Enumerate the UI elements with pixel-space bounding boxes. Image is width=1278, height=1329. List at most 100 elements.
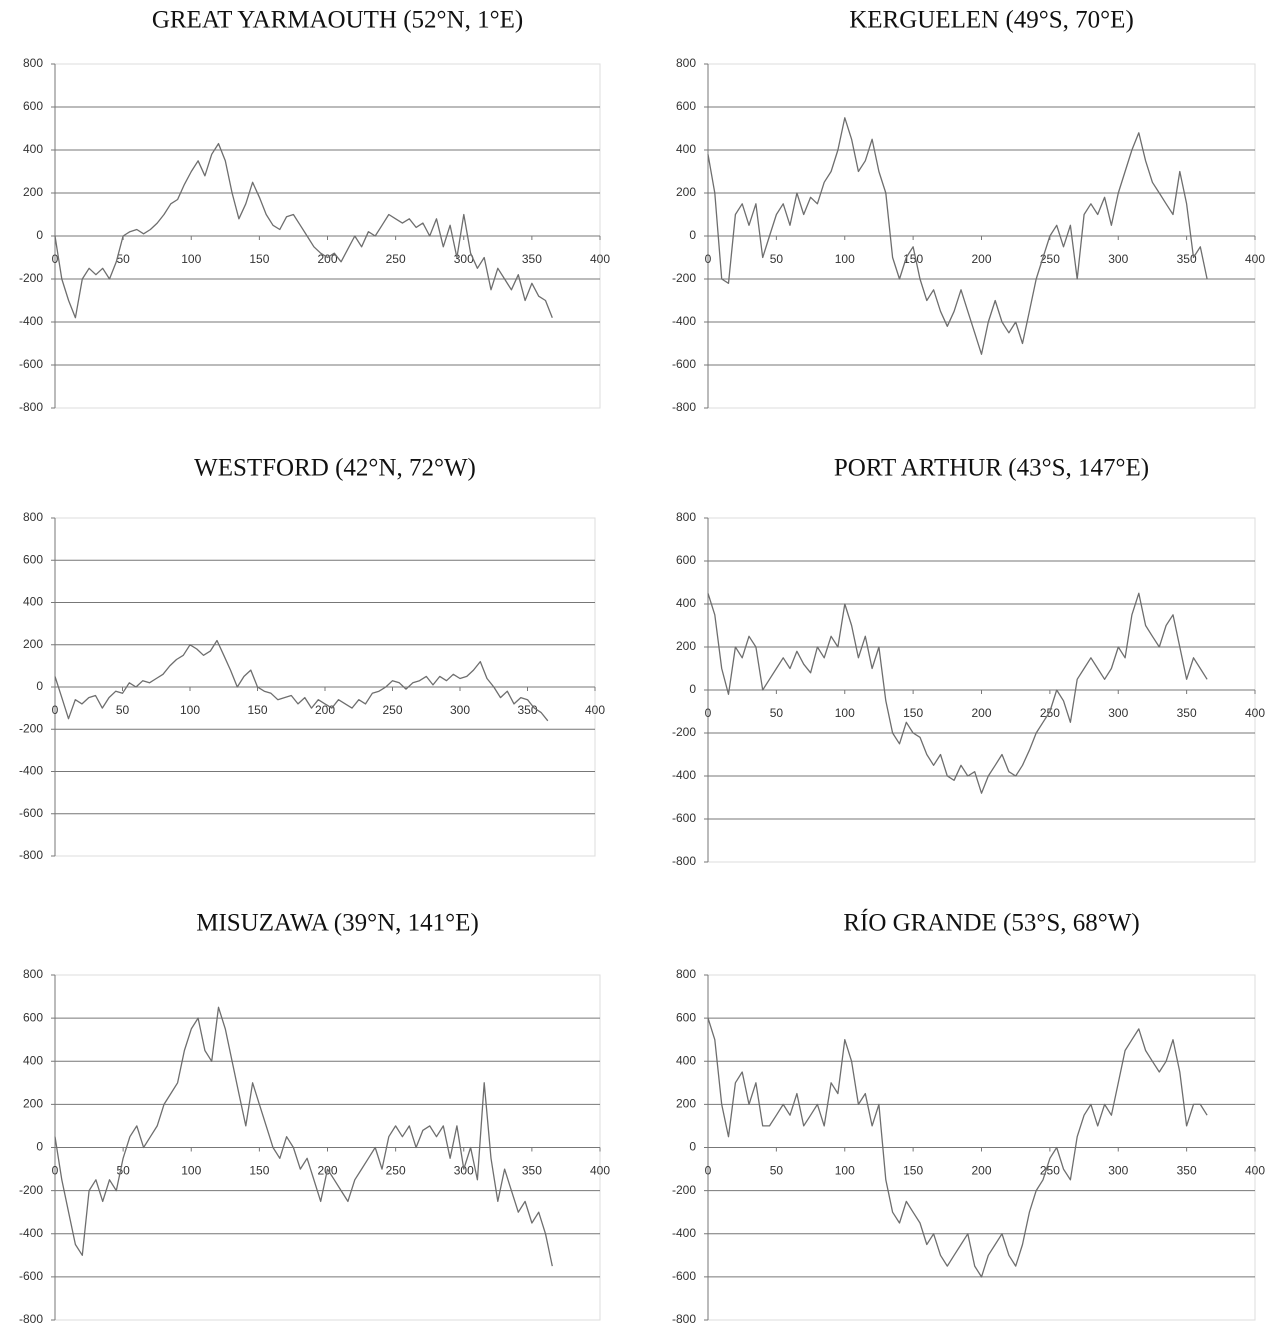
y-tick-label: 0 [689, 682, 696, 696]
x-tick-label: 350 [522, 252, 542, 266]
y-tick-label: -400 [19, 764, 43, 778]
y-tick-label: 600 [23, 552, 43, 566]
x-tick-label: 300 [454, 252, 474, 266]
x-tick-label: 300 [454, 1164, 474, 1178]
x-tick-label: 100 [835, 252, 855, 266]
x-tick-label: 250 [382, 703, 402, 717]
x-tick-label: 200 [971, 706, 991, 720]
y-tick-label: -600 [19, 1269, 43, 1283]
chart-title: GREAT YARMAOUTH (52°N, 1°E) [152, 7, 523, 34]
y-tick-label: 400 [23, 142, 43, 156]
y-tick-label: -200 [19, 721, 43, 735]
x-tick-label: 50 [770, 252, 784, 266]
y-tick-label: -600 [19, 357, 43, 371]
y-tick-label: 400 [676, 142, 696, 156]
x-tick-label: 400 [590, 252, 610, 266]
y-tick-label: -200 [19, 1183, 43, 1197]
y-tick-label: -600 [19, 806, 43, 820]
y-tick-label: 800 [676, 967, 696, 981]
x-tick-label: 100 [180, 703, 200, 717]
data-line [54, 1006, 553, 1267]
x-tick-label: 250 [1040, 252, 1060, 266]
data-line [54, 142, 553, 319]
x-tick-label: 200 [971, 1164, 991, 1178]
x-tick-label: 0 [52, 1164, 59, 1178]
data-line [707, 1017, 1208, 1278]
x-tick-label: 400 [1245, 706, 1265, 720]
y-tick-label: -600 [672, 357, 696, 371]
y-tick-label: 200 [676, 1097, 696, 1111]
chart-title: PORT ARTHUR (43°S, 147°E) [834, 455, 1149, 482]
y-tick-label: 0 [36, 1140, 43, 1154]
x-tick-label: 300 [1108, 706, 1128, 720]
x-tick-label: 250 [386, 1164, 406, 1178]
y-tick-label: 400 [676, 1053, 696, 1067]
x-tick-label: 350 [1177, 1164, 1197, 1178]
x-tick-label: 250 [1040, 706, 1060, 720]
y-tick-label: -800 [672, 1312, 696, 1326]
data-line [54, 639, 549, 722]
y-tick-label: 0 [689, 1140, 696, 1154]
y-tick-label: 200 [676, 185, 696, 199]
x-tick-label: 150 [903, 1164, 923, 1178]
y-tick-label: -200 [672, 271, 696, 285]
y-tick-label: -200 [672, 1183, 696, 1197]
x-tick-label: 350 [522, 1164, 542, 1178]
x-tick-label: 150 [247, 703, 267, 717]
x-tick-label: 350 [517, 703, 537, 717]
y-tick-label: 800 [23, 510, 43, 524]
x-tick-label: 400 [1245, 1164, 1265, 1178]
y-tick-label: -400 [672, 314, 696, 328]
x-tick-label: 200 [971, 252, 991, 266]
x-tick-label: 50 [770, 1164, 784, 1178]
x-tick-label: 50 [116, 252, 130, 266]
x-tick-label: 50 [116, 703, 130, 717]
x-tick-label: 300 [1108, 252, 1128, 266]
x-tick-label: 0 [705, 252, 712, 266]
y-tick-label: -600 [672, 811, 696, 825]
y-tick-label: 600 [676, 1010, 696, 1024]
x-tick-label: 150 [249, 1164, 269, 1178]
y-tick-label: 800 [23, 967, 43, 981]
y-tick-label: 200 [23, 185, 43, 199]
x-tick-label: 350 [1177, 706, 1197, 720]
y-tick-label: -200 [19, 271, 43, 285]
y-tick-label: -800 [19, 400, 43, 414]
chart-title: WESTFORD (42°N, 72°W) [194, 455, 476, 482]
y-tick-label: 0 [36, 228, 43, 242]
y-tick-label: 400 [676, 596, 696, 610]
y-tick-label: 0 [36, 679, 43, 693]
x-tick-label: 100 [181, 252, 201, 266]
y-tick-label: -400 [19, 1226, 43, 1240]
y-tick-label: -400 [19, 314, 43, 328]
y-tick-label: -200 [672, 725, 696, 739]
x-tick-label: 100 [835, 1164, 855, 1178]
y-tick-label: -600 [672, 1269, 696, 1283]
y-tick-label: 800 [23, 56, 43, 70]
y-tick-label: 600 [676, 99, 696, 113]
y-tick-label: 400 [23, 1053, 43, 1067]
y-tick-label: -400 [672, 768, 696, 782]
x-tick-label: 150 [903, 706, 923, 720]
x-tick-label: 0 [52, 703, 59, 717]
y-tick-label: -800 [19, 848, 43, 862]
y-tick-label: -400 [672, 1226, 696, 1240]
x-tick-label: 250 [1040, 1164, 1060, 1178]
y-tick-label: 400 [23, 595, 43, 609]
y-tick-label: 200 [23, 1097, 43, 1111]
y-tick-label: 800 [676, 56, 696, 70]
data-line [707, 592, 1208, 794]
x-tick-label: 300 [1108, 1164, 1128, 1178]
y-tick-label: 600 [676, 553, 696, 567]
x-tick-label: 100 [181, 1164, 201, 1178]
chart-title: KERGUELEN (49°S, 70°E) [849, 7, 1134, 34]
y-tick-label: 200 [676, 639, 696, 653]
x-tick-label: 350 [1177, 252, 1197, 266]
x-tick-label: 400 [590, 1164, 610, 1178]
x-tick-label: 400 [585, 703, 605, 717]
x-tick-label: 100 [835, 706, 855, 720]
x-tick-label: 50 [116, 1164, 130, 1178]
y-tick-label: 600 [23, 1010, 43, 1024]
x-tick-label: 300 [450, 703, 470, 717]
